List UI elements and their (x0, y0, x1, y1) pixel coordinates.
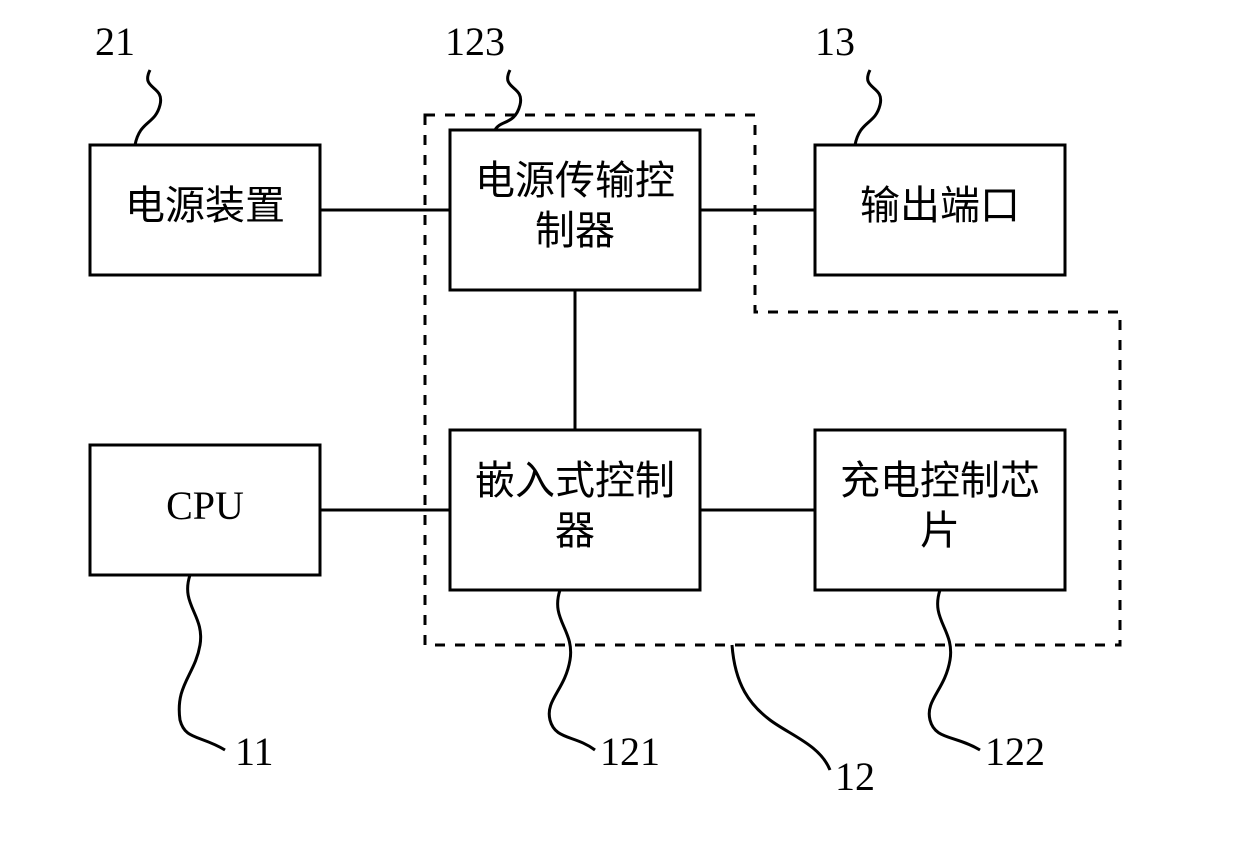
block-label: 器 (555, 508, 595, 553)
refnum-12: 12 (835, 754, 875, 799)
block-n11: CPU (90, 445, 320, 575)
refnum-122: 122 (985, 729, 1045, 774)
leader-21 (135, 70, 161, 145)
leader-123 (495, 70, 521, 130)
refnum-11: 11 (235, 729, 274, 774)
block-label: 制器 (535, 208, 615, 253)
block-label: 电源传输控 (475, 158, 675, 203)
block-label: 片 (920, 508, 960, 553)
block-n21: 电源装置 (90, 145, 320, 275)
leader-12 (732, 645, 830, 770)
leader-121 (549, 590, 595, 750)
refnum-21: 21 (95, 19, 135, 64)
block-label: 输出端口 (860, 183, 1020, 228)
block-n13: 输出端口 (815, 145, 1065, 275)
leader-122 (929, 590, 980, 750)
block-n122: 充电控制芯片 (815, 430, 1065, 590)
refnum-121: 121 (600, 729, 660, 774)
refnum-123: 123 (445, 19, 505, 64)
leader-13 (855, 70, 881, 145)
block-label: 电源装置 (125, 183, 285, 228)
block-n121: 嵌入式控制器 (450, 430, 700, 590)
block-label: 充电控制芯 (840, 458, 1040, 503)
block-label: 嵌入式控制 (475, 458, 675, 503)
leader-11 (179, 575, 225, 750)
refnum-13: 13 (815, 19, 855, 64)
block-label: CPU (166, 483, 244, 528)
block-diagram: 电源装置电源传输控制器输出端口CPU嵌入式控制器充电控制芯片2112313111… (0, 0, 1240, 843)
block-n123: 电源传输控制器 (450, 130, 700, 290)
